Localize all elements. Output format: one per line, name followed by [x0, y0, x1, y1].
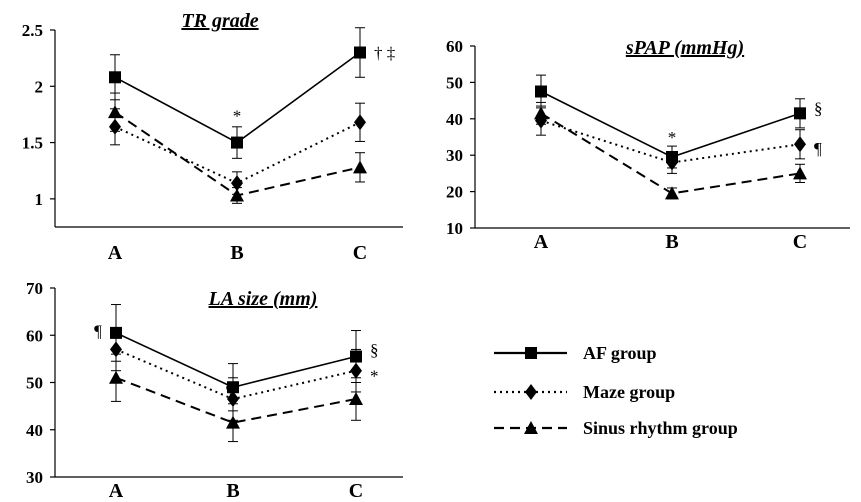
series-sinus-rhythm-group	[108, 92, 367, 204]
x-tick-label: C	[353, 242, 367, 264]
x-tick-label: B	[665, 231, 678, 253]
data-point	[354, 114, 366, 131]
x-tick-label: C	[349, 480, 363, 502]
x-tick-label: B	[230, 242, 243, 264]
data-point	[535, 85, 547, 98]
annotation: ¶	[94, 322, 102, 341]
series-maze-group	[110, 327, 362, 421]
x-tick-label: A	[108, 242, 123, 264]
legend-label: Maze group	[583, 382, 675, 402]
y-tick-label: 60	[446, 37, 463, 56]
y-tick-label: 40	[446, 110, 463, 129]
data-point	[226, 415, 240, 429]
annotation: *	[370, 366, 379, 385]
legend-item-maze-group: Maze group	[494, 382, 675, 402]
data-point	[353, 160, 367, 174]
data-point	[534, 106, 548, 120]
y-tick-label: 2.5	[22, 21, 43, 40]
data-point	[354, 46, 366, 59]
chart-title: sPAP (mmHg)	[625, 37, 744, 59]
annotation: §	[370, 340, 379, 359]
chart-panel-la-size: 30 40 50 60 70 A B C LA size (mm) ¶ ¶ § *	[26, 279, 403, 502]
y-tick-label: 50	[26, 374, 43, 393]
data-point	[349, 392, 363, 406]
data-point	[666, 154, 678, 171]
data-point	[794, 136, 806, 153]
legend-label: Sinus rhythm group	[583, 418, 738, 438]
x-tick-label: A	[109, 480, 124, 502]
chart-title: LA size (mm)	[208, 288, 318, 310]
y-tick-label: 2	[35, 77, 44, 96]
series-sinus-rhythm-group	[109, 353, 363, 443]
y-tick-label: 10	[446, 219, 463, 238]
legend-item-sinus-rhythm-group: Sinus rhythm group	[494, 418, 738, 438]
y-tick-label: 1.5	[22, 134, 43, 153]
data-point	[227, 391, 239, 408]
annotation: *	[668, 128, 677, 147]
chart-title: TR grade	[181, 10, 258, 32]
annotation: §	[814, 99, 823, 118]
series-line	[115, 376, 357, 424]
series-af-group	[535, 74, 806, 169]
y-tick-label: 60	[26, 326, 43, 345]
series-af-group	[110, 304, 362, 412]
legend-marker	[524, 421, 538, 434]
series-sinus-rhythm-group	[534, 101, 807, 200]
x-tick-label: C	[793, 231, 807, 253]
y-tick-label: 30	[446, 146, 463, 165]
y-tick-label: 50	[446, 73, 463, 92]
series-line	[540, 119, 801, 164]
legend-item-af-group: AF group	[494, 343, 657, 363]
chart-panel-tr-grade: 1 1.5 2 2.5 A B C TR grade * † ‡	[22, 10, 403, 264]
legend-label: AF group	[583, 343, 657, 363]
data-point	[793, 166, 807, 180]
x-tick-label: A	[534, 231, 549, 253]
data-point	[350, 362, 362, 379]
annotation: *	[233, 107, 242, 126]
annotation: ¶	[814, 139, 822, 158]
data-point	[665, 186, 679, 200]
annotation: ¶	[226, 381, 234, 400]
series-af-group	[109, 27, 366, 159]
y-tick-label: 20	[446, 183, 463, 202]
data-point	[109, 71, 121, 84]
data-point	[108, 105, 122, 119]
legend: AF group Maze group Sinus rhythm group	[494, 343, 738, 438]
legend-marker	[525, 347, 537, 359]
legend-marker	[525, 384, 537, 400]
y-tick-label: 30	[26, 468, 43, 487]
data-point	[230, 188, 244, 202]
x-tick-label: B	[226, 480, 239, 502]
data-point	[231, 175, 243, 192]
data-point	[794, 107, 806, 120]
y-tick-label: 40	[26, 421, 43, 440]
series-line	[540, 90, 801, 158]
annotation: † ‡	[374, 44, 395, 63]
series-maze-group	[109, 102, 366, 195]
y-tick-label: 1	[35, 190, 44, 209]
data-point	[110, 341, 122, 358]
data-point	[109, 370, 123, 384]
data-point	[231, 136, 243, 149]
y-tick-label: 70	[26, 279, 43, 298]
